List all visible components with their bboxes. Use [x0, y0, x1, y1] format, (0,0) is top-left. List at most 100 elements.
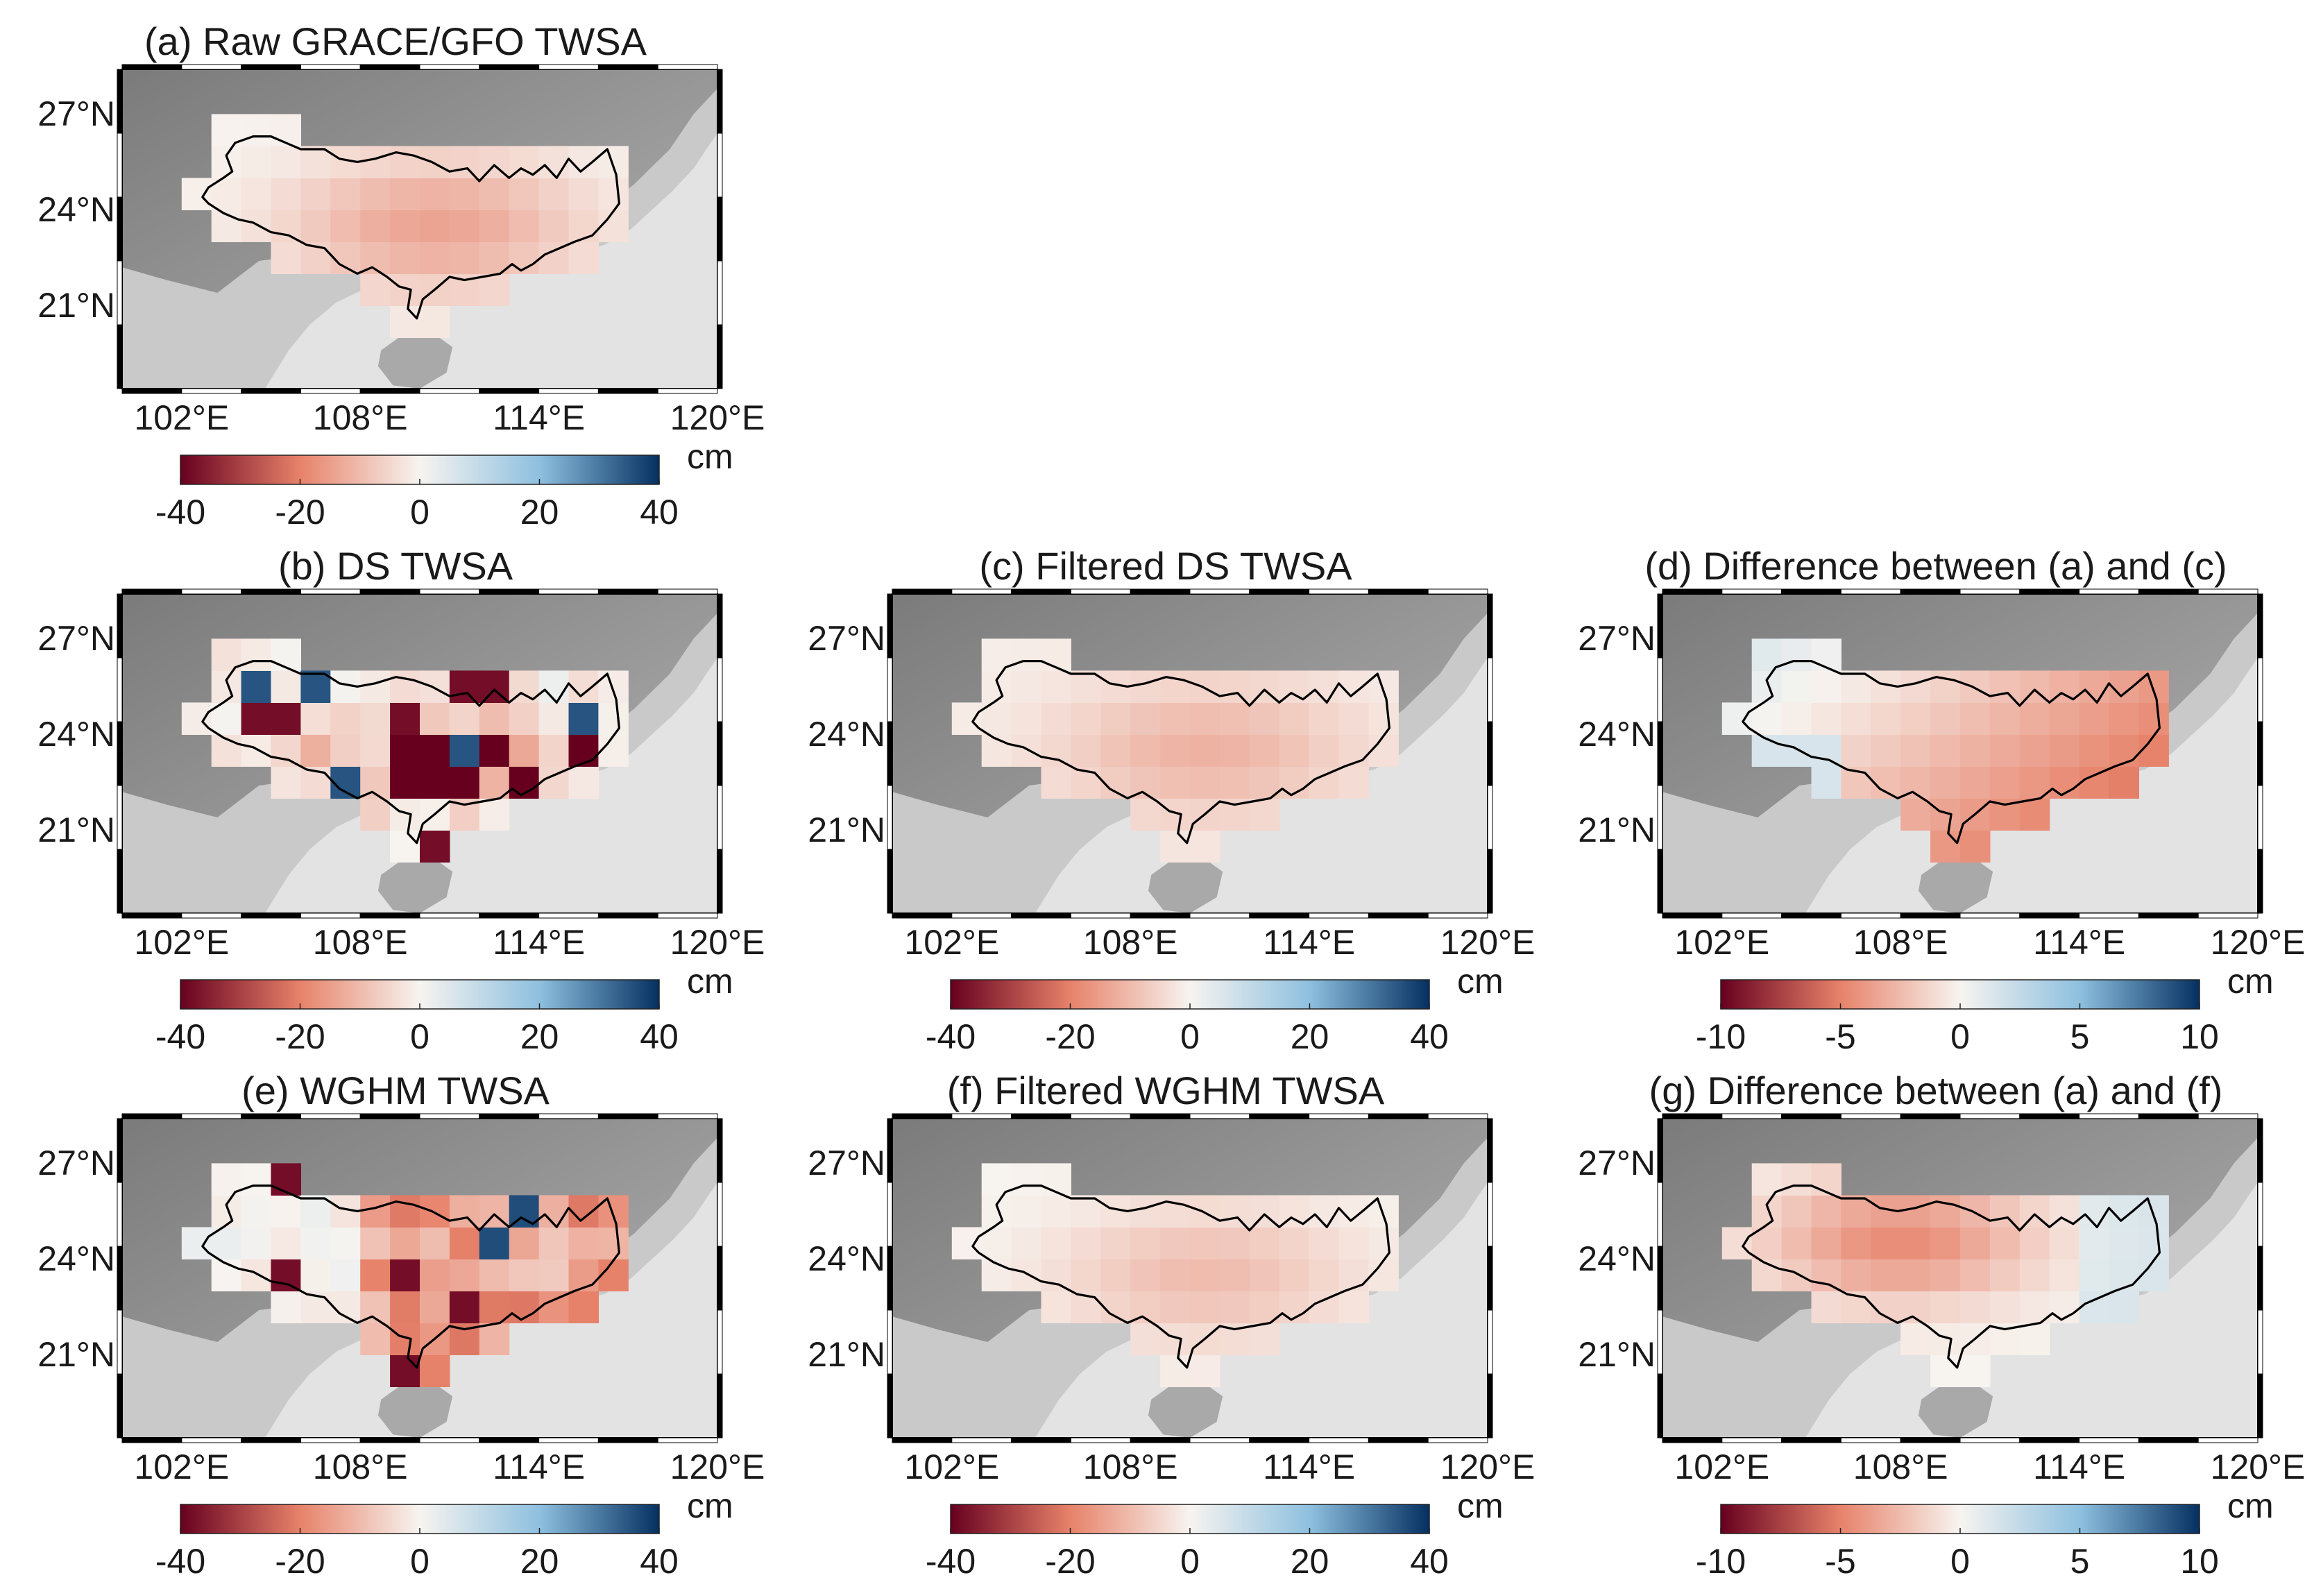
- panel-title: (f) Filtered WGHM TWSA: [946, 1069, 1385, 1112]
- frame-tick: [657, 1437, 718, 1443]
- grid-cell: [1160, 798, 1191, 831]
- grid-cell: [2049, 734, 2080, 767]
- colorbar-tick-label: 20: [1290, 1542, 1329, 1581]
- frame-tick: [2257, 593, 2263, 659]
- latitude-label: 24°N: [1578, 1239, 1656, 1279]
- grid-cell: [2138, 670, 2169, 703]
- grid-cell: [1160, 830, 1191, 863]
- longitude-label: 108°E: [1082, 1448, 1178, 1486]
- grid-cell: [538, 670, 570, 703]
- grid-cell: [360, 1323, 391, 1355]
- grid-cell: [449, 1291, 480, 1323]
- frame-tick: [121, 588, 182, 595]
- frame-tick: [1487, 1118, 1493, 1183]
- frame-tick: [2079, 1113, 2139, 1119]
- grid-cell: [479, 734, 510, 767]
- grid-cell: [1900, 1259, 1931, 1291]
- frame-tick: [419, 64, 480, 70]
- grid-cell: [360, 798, 391, 831]
- grid-cell: [1781, 702, 1812, 735]
- grid-cell: [509, 210, 540, 242]
- frame-tick: [538, 1437, 599, 1443]
- frame-tick: [1657, 657, 1663, 722]
- colorbar-tick-label: 40: [640, 493, 679, 532]
- latitude-label: 24°N: [808, 1239, 885, 1279]
- frame-tick: [597, 388, 658, 394]
- frame-tick: [1487, 1373, 1493, 1438]
- grid-cell: [271, 702, 301, 735]
- grid-cell: [1989, 1291, 2021, 1323]
- frame-tick: [359, 912, 420, 919]
- latitude-label: 21°N: [808, 1335, 885, 1375]
- sea-area: [1035, 658, 1488, 913]
- grid-cell: [300, 146, 331, 178]
- frame-tick: [1657, 1182, 1663, 1247]
- frame-tick: [181, 588, 242, 595]
- frame-tick: [538, 912, 599, 919]
- grid-cell: [271, 210, 301, 242]
- grid-cell: [241, 1259, 272, 1291]
- colorbar-unit: cm: [1457, 1486, 1504, 1525]
- panel-f: (f) Filtered WGHM TWSA 27°N 24°N 21°N 102°E…: [791, 1069, 1540, 1596]
- frame-tick: [892, 1113, 953, 1119]
- grid-cell: [1871, 1259, 1901, 1291]
- frame-tick: [117, 1182, 123, 1247]
- frame-tick: [1487, 1309, 1493, 1375]
- grid-cell: [1130, 798, 1161, 831]
- grid-cell: [449, 241, 480, 274]
- frame-tick: [479, 588, 540, 595]
- grid-cell: [211, 114, 242, 146]
- grid-cell: [300, 210, 331, 242]
- grid-cell: [1781, 1195, 1812, 1228]
- frame-tick: [1662, 1113, 1723, 1119]
- grid-cell: [1190, 830, 1220, 863]
- grid-cell: [1190, 670, 1220, 703]
- grid-cell: [241, 670, 272, 703]
- panel-title: (g) Difference between (a) and (f): [1649, 1069, 2223, 1112]
- frame-tick: [657, 588, 718, 595]
- frame-tick: [241, 912, 301, 919]
- longitude-label: 108°E: [1853, 923, 1948, 962]
- hainan-island: [1148, 856, 1223, 913]
- colorbar-tick-label: 40: [640, 1017, 679, 1056]
- grid-cell: [568, 241, 599, 274]
- grid-cell: [2109, 1227, 2139, 1259]
- grid-cell: [1751, 1163, 1783, 1196]
- grid-cell: [1989, 1195, 2021, 1228]
- frame-tick: [2019, 1113, 2080, 1119]
- grid-cell: [271, 241, 301, 274]
- grid-cell: [360, 210, 391, 242]
- grid-cell: [300, 1195, 331, 1228]
- grid-cell: [1811, 1163, 1841, 1196]
- grid-cell: [1841, 702, 1871, 735]
- grid-cell: [390, 734, 420, 767]
- longitude-label: 114°E: [1263, 1448, 1356, 1486]
- grid-cell: [1190, 1259, 1220, 1291]
- frame-tick: [117, 785, 123, 850]
- frame-tick: [951, 1113, 1012, 1119]
- grid-cell: [1960, 1259, 1991, 1291]
- grid-cell: [241, 210, 272, 242]
- grid-cell: [1989, 702, 2021, 735]
- grid-cell: [211, 638, 242, 671]
- grid-cell: [241, 702, 272, 735]
- grid-cell: [1160, 702, 1191, 735]
- grid-cell: [271, 670, 301, 703]
- panel-title: (e) WGHM TWSA: [241, 1069, 550, 1112]
- grid-cell: [1368, 1259, 1399, 1291]
- grid-cell: [420, 830, 450, 863]
- grid-cell: [1751, 638, 1783, 671]
- grid-cell: [1249, 1259, 1280, 1291]
- grid-cell: [390, 798, 420, 831]
- panel-g: (g) Difference between (a) and (f) 27°N 2…: [1561, 1069, 2311, 1596]
- grid-cell: [271, 1163, 301, 1196]
- frame-tick: [1249, 588, 1310, 595]
- grid-cell: [2049, 1259, 2080, 1291]
- grid-cell: [598, 702, 629, 735]
- grid-cell: [2049, 702, 2080, 735]
- basin-boundary: [201, 660, 621, 844]
- grid-cell: [181, 702, 212, 735]
- colorbar-unit: cm: [2227, 962, 2274, 1001]
- grid-cell: [1219, 1227, 1250, 1259]
- frame-tick: [1657, 1309, 1663, 1375]
